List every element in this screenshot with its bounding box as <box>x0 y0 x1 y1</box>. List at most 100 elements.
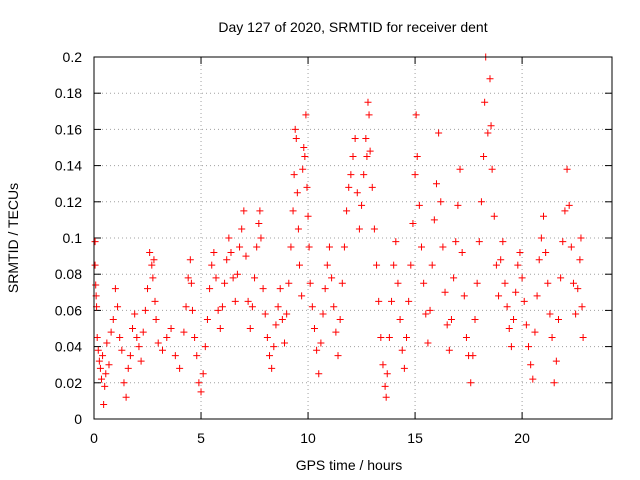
data-point <box>486 75 494 83</box>
data-point <box>133 334 141 342</box>
y-tick-label: 0.2 <box>63 49 83 65</box>
data-point <box>578 303 586 311</box>
data-point <box>407 261 415 269</box>
data-point <box>99 352 107 360</box>
data-point <box>353 189 361 197</box>
data-point <box>323 261 331 269</box>
data-point <box>398 346 406 354</box>
data-point <box>303 183 311 191</box>
data-point <box>109 315 117 323</box>
data-point <box>557 274 565 282</box>
data-point <box>351 134 359 142</box>
data-point <box>191 334 199 342</box>
data-point <box>212 274 220 282</box>
data-point <box>187 279 195 287</box>
data-point <box>452 238 460 246</box>
data-point <box>505 325 513 332</box>
data-point <box>456 165 464 173</box>
data-point <box>105 361 113 369</box>
data-point <box>413 153 421 161</box>
data-point <box>291 125 299 133</box>
data-point <box>467 379 475 387</box>
data-point <box>405 297 413 305</box>
data-point <box>507 343 515 351</box>
data-point <box>411 171 419 179</box>
data-point <box>415 201 423 209</box>
data-point <box>394 279 402 287</box>
data-point <box>576 256 584 264</box>
data-point <box>537 234 545 242</box>
x-tick-label: 5 <box>197 430 205 446</box>
data-point <box>186 256 194 264</box>
data-point <box>516 248 524 256</box>
data-point <box>129 325 137 332</box>
data-point <box>362 134 370 142</box>
data-point <box>315 370 323 378</box>
y-tick-label: 0.08 <box>55 266 82 282</box>
data-point <box>151 297 159 305</box>
data-point <box>559 238 567 246</box>
data-point <box>91 238 99 246</box>
data-point <box>492 261 500 269</box>
data-point <box>495 292 503 300</box>
data-point <box>118 346 126 354</box>
data-point <box>216 325 224 332</box>
data-point <box>96 364 104 372</box>
data-point <box>488 165 496 173</box>
data-point <box>206 285 214 293</box>
data-point <box>432 180 440 188</box>
data-point <box>480 153 488 161</box>
data-point <box>420 279 428 287</box>
data-point <box>336 315 344 323</box>
data-point <box>285 279 293 287</box>
data-point <box>569 279 577 287</box>
data-point <box>484 129 492 137</box>
x-tick-label: 20 <box>514 430 530 446</box>
data-point <box>345 183 353 191</box>
data-point <box>370 225 378 233</box>
data-point <box>548 334 556 342</box>
data-point <box>102 370 110 378</box>
grid-layer <box>94 57 612 419</box>
y-tick-label: 0.02 <box>55 375 82 391</box>
y-tick-label: 0.14 <box>55 158 82 174</box>
data-point <box>544 279 552 287</box>
data-point <box>244 297 252 305</box>
data-point <box>274 303 282 311</box>
data-point <box>481 98 489 106</box>
data-point <box>471 315 479 323</box>
data-point <box>193 352 201 360</box>
data-point <box>379 361 387 369</box>
data-point <box>531 328 539 336</box>
data-point <box>154 339 162 347</box>
data-point <box>272 321 280 329</box>
data-point <box>298 292 306 300</box>
data-point <box>422 310 430 318</box>
data-point <box>447 315 455 323</box>
data-point <box>497 256 505 264</box>
tick-labels-layer: 0 0.02 0.04 0.06 0.08 0.1 0.12 0.14 0.16 0.18 0.2 0… <box>55 49 530 446</box>
data-point <box>460 292 468 300</box>
data-point <box>188 306 196 314</box>
data-point <box>167 325 175 332</box>
data-point <box>435 129 443 137</box>
data-point <box>334 352 342 360</box>
data-point <box>385 334 393 342</box>
data-point <box>366 147 374 155</box>
data-point <box>332 328 340 336</box>
data-point <box>340 243 348 251</box>
data-point <box>308 303 316 311</box>
data-point <box>148 261 156 269</box>
data-point <box>238 225 246 233</box>
data-point <box>287 243 295 251</box>
data-point <box>563 165 571 173</box>
data-point <box>574 285 582 293</box>
y-tick-label: 0.18 <box>55 85 82 101</box>
y-tick-label: 0 <box>74 411 82 427</box>
data-point <box>158 346 166 354</box>
data-point <box>278 315 286 323</box>
data-point <box>290 171 298 179</box>
data-point <box>223 256 231 264</box>
data-point <box>403 334 411 342</box>
